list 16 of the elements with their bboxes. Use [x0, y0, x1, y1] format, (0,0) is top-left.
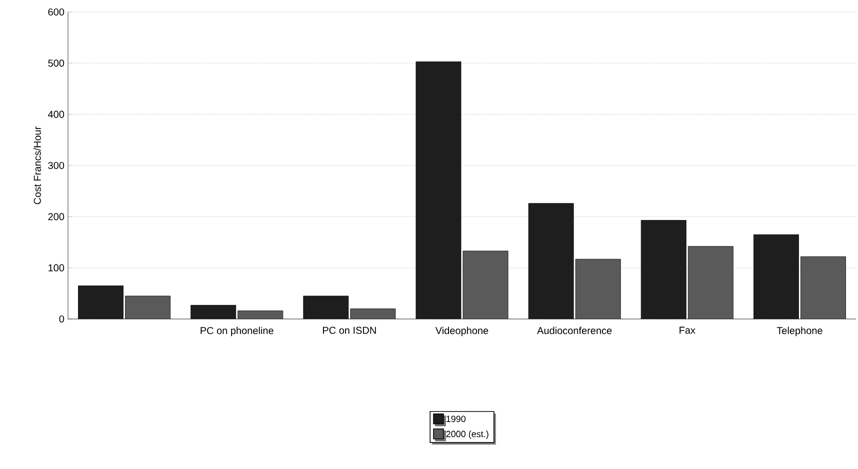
y-tick-label: 200 — [48, 213, 64, 220]
x-tick-label: Audioconference — [537, 326, 612, 334]
y-tick-label: 500 — [48, 60, 64, 67]
x-tick-label: Videophone — [435, 326, 488, 336]
y-tick-label: 600 — [48, 8, 64, 16]
x-tick-label: PC on phoneline — [200, 326, 274, 336]
y-tick-label: 100 — [48, 264, 64, 272]
x-tick-label: PC on ISDN — [323, 326, 376, 334]
y-tick-label: 400 — [48, 110, 64, 118]
legend-label: 1990 — [446, 416, 466, 422]
legend-label: 2000 (est.) — [446, 430, 488, 439]
y-axis-title: Cost Francs/Hour — [34, 126, 41, 204]
y-tick-label: 0 — [59, 315, 64, 323]
x-tick-label: Fax — [680, 326, 696, 334]
y-tick-label: 300 — [48, 162, 64, 170]
x-tick-label: Telephone — [776, 326, 822, 336]
